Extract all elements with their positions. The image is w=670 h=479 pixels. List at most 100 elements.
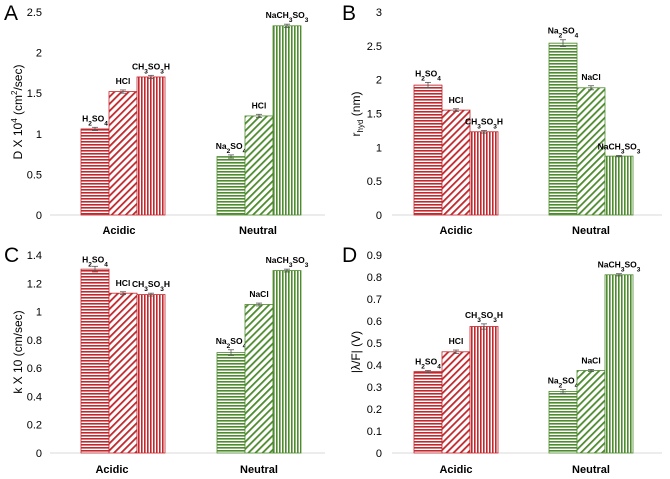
panel-d-y-tick-label: 0.7 xyxy=(367,294,382,306)
panel-d-bar-acidic-hcl xyxy=(441,351,471,454)
panel-d-bar-neutral-nach3so3 xyxy=(604,274,634,454)
panel-a-y-tick-label: 2 xyxy=(36,48,42,60)
panel-d: D |λ/F| (V) 0 0.1 0.2 0.3 0.4 0.5 0.6 0.7 0.8 0.9… xyxy=(342,244,662,476)
panel-b-bar-acidic-h2so4 xyxy=(413,84,443,216)
panel-c-bar-neutral-nacl xyxy=(244,304,274,454)
panel-c-bar-label: HCl xyxy=(116,278,131,288)
panel-a-y-axis-label: D X 104 (cm2/sec) xyxy=(10,65,25,160)
panel-b-error-bar xyxy=(453,108,459,112)
panel-c-y-tick-label: 0.2 xyxy=(27,420,42,432)
panel-b-error-bar xyxy=(616,155,622,158)
panel-c-y-tick-label: 0.4 xyxy=(27,391,42,403)
panel-b-bar-label: HCl xyxy=(449,95,464,105)
panel-d-y-tick-label: 0 xyxy=(376,448,382,460)
panel-c-error-bar xyxy=(228,349,234,356)
panel-d-category-acidic: Acidic xyxy=(439,464,472,476)
panel-d-y-tick-label: 0.1 xyxy=(367,426,382,438)
panel-a-bar-acidic-hcl xyxy=(108,91,138,216)
panel-b-bar-label: CH3SO3H xyxy=(465,116,503,129)
panel-d-error-bar xyxy=(616,273,622,277)
panel-b-bar-label: NaCH3SO3 xyxy=(598,141,641,155)
panel-a-bar-acidic-ch3so3h xyxy=(136,76,166,216)
panel-b-y-tick-label: 1 xyxy=(376,142,382,154)
panel-c-bar-acidic-h2so4 xyxy=(80,268,110,454)
panel-c-y-tick-label: 0 xyxy=(36,448,42,460)
panel-a-y-tick-label: 1.5 xyxy=(27,88,42,100)
panel-b-error-bar xyxy=(425,81,431,89)
panel-d-bar-label: Na2SO4 xyxy=(548,376,579,390)
panel-c-y-tick-label: 0.6 xyxy=(27,363,42,375)
panel-c-bar-neutral-nach3so3 xyxy=(272,270,302,454)
panel-a-bar-label: H2SO4 xyxy=(82,113,108,127)
panel-c-bar-label: Na2SO4 xyxy=(216,336,247,350)
panel-b-error-bar xyxy=(588,85,594,91)
panel-c-y-tick-label: 1.4 xyxy=(27,250,42,262)
panel-b-bar-label: NaCl xyxy=(581,72,600,82)
panel-a-bar-acidic-h2so4 xyxy=(80,128,110,216)
panel-a-bar-label: CH3SO3H xyxy=(132,61,170,75)
panel-c: C k X 10 (cm/sec) 0 0.2 0.4 0.6 0.8 1 1.2 1.4 H… xyxy=(4,244,325,476)
panel-b-bar-neutral-na2so4 xyxy=(548,42,578,216)
panel-b-bar-neutral-nacl xyxy=(576,87,606,216)
panel-b: B rhyd (nm) 0 0.5 1 1.5 2 2.5 3 H2SO4 HCl CH3SO3… xyxy=(342,2,662,237)
panel-b-y-tick-label: 2 xyxy=(376,75,382,87)
panel-d-error-bar xyxy=(453,349,459,354)
panel-c-error-bar xyxy=(256,302,262,307)
panel-b-y-tick-label: 2.5 xyxy=(367,41,382,53)
panel-d-error-bar xyxy=(560,389,566,394)
panel-a-error-bar xyxy=(120,89,126,94)
panel-b-y-axis-label: rhyd (nm) xyxy=(349,92,365,137)
panel-c-error-bar xyxy=(92,265,98,273)
panel-b-bar-neutral-nach3so3 xyxy=(604,155,634,216)
panel-a-bar-label: HCl xyxy=(252,100,267,110)
panel-d-bar-label: CH3SO3H xyxy=(465,310,503,324)
panel-b-bar-label: H2SO4 xyxy=(415,68,441,82)
panel-a-bar-neutral-nach3so3 xyxy=(272,25,302,216)
panel-c-y-tick-label: 0.8 xyxy=(27,335,42,347)
panel-d-y-tick-label: 0.3 xyxy=(367,382,382,394)
panel-b-category-acidic: Acidic xyxy=(439,225,472,237)
panel-d-y-axis-label: |λ/F| (V) xyxy=(349,331,363,373)
panel-b-error-bar xyxy=(481,130,487,134)
panel-c-bar-acidic-ch3so3h xyxy=(136,294,166,454)
panel-d-bar-neutral-nacl xyxy=(576,370,606,454)
panel-d-category-neutral: Neutral xyxy=(572,464,610,476)
panel-d-bar-label: NaCl xyxy=(581,355,600,365)
panel-a-error-bar xyxy=(256,113,262,118)
panel-a-y-tick-label: 2.5 xyxy=(27,7,42,19)
panel-b-y-tick-label: 0.5 xyxy=(367,176,382,188)
panel-d-error-bar xyxy=(588,368,594,373)
panel-b-y-tick-label: 0 xyxy=(376,210,382,222)
panel-d-bar-neutral-na2so4 xyxy=(548,390,578,454)
panel-a-bar-label: Na2SO4 xyxy=(216,141,247,155)
panel-b-letter: B xyxy=(342,2,356,25)
panel-d-y-tick-label: 0.4 xyxy=(367,360,382,372)
panel-b-bar-acidic-ch3so3h xyxy=(469,131,499,216)
panel-b-bar-label: Na2SO4 xyxy=(548,26,579,40)
panel-d-bar-acidic-h2so4 xyxy=(413,371,443,454)
panel-b-y-tick-label: 1.5 xyxy=(367,109,382,121)
panel-a-error-bar xyxy=(148,74,154,79)
panel-a-error-bar xyxy=(284,23,290,28)
panel-d-y-tick-label: 0.6 xyxy=(367,316,382,328)
panel-d-y-tick-label: 0.5 xyxy=(367,338,382,350)
panel-b-error-bar xyxy=(560,39,566,47)
panel-d-bar-acidic-ch3so3h xyxy=(469,326,499,454)
panel-a-category-acidic: Acidic xyxy=(102,225,135,237)
panel-d-y-tick-label: 0.9 xyxy=(367,250,382,262)
panel-b-category-neutral: Neutral xyxy=(572,225,610,237)
panel-d-error-bar xyxy=(481,323,487,330)
panel-a-y-tick-label: 0.5 xyxy=(27,169,42,181)
panel-d-y-tick-label: 0.2 xyxy=(367,404,382,416)
panel-c-bar-neutral-na2so4 xyxy=(216,352,246,454)
panel-a-error-bar xyxy=(92,126,98,131)
panel-a-category-neutral: Neutral xyxy=(239,225,277,237)
panel-a-bar-neutral-hcl xyxy=(244,115,274,216)
panel-b-bar-acidic-hcl xyxy=(441,109,471,216)
panel-c-bar-label: NaCH3SO3 xyxy=(266,255,309,269)
panel-c-bar-label: NaCl xyxy=(249,289,268,299)
panel-c-letter: C xyxy=(4,244,19,267)
panel-c-error-bar xyxy=(120,291,126,296)
panel-a-bar-neutral-na2so4 xyxy=(216,156,246,216)
panel-c-bar-acidic-hcl xyxy=(108,292,138,454)
